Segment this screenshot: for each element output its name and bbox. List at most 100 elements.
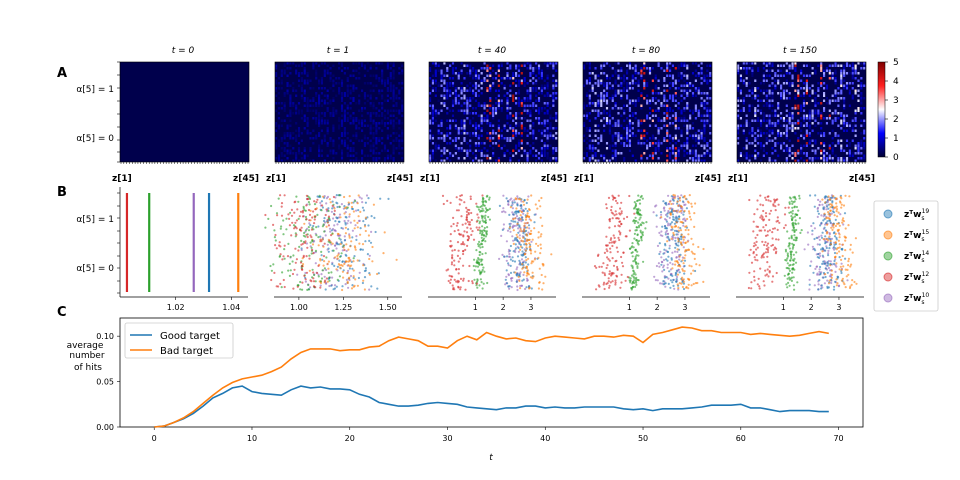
scatter-point-w19 bbox=[344, 221, 347, 224]
heatmap-cell bbox=[771, 62, 774, 65]
scatter-point-w10 bbox=[304, 271, 307, 275]
scatter-point-w12 bbox=[312, 280, 316, 283]
heatmap-cell bbox=[289, 119, 292, 122]
heatmap-cell bbox=[363, 134, 367, 137]
heatmap-cell bbox=[372, 102, 375, 105]
heatmap-cell bbox=[466, 149, 469, 152]
scatter-point-w12 bbox=[457, 268, 460, 271]
heatmap-cell bbox=[831, 74, 834, 77]
heatmap-cell bbox=[697, 112, 700, 115]
scatter-point-w12 bbox=[476, 228, 480, 231]
heatmap-cell bbox=[600, 67, 603, 70]
scatter-point-w12 bbox=[475, 220, 478, 223]
heatmap-cell bbox=[700, 132, 703, 135]
heatmap-cell bbox=[543, 112, 546, 115]
heatmap-cell bbox=[608, 129, 611, 132]
scatter-point-w15 bbox=[348, 195, 351, 198]
heatmap-cell bbox=[434, 79, 437, 82]
heatmap-cell bbox=[500, 77, 503, 80]
scatter-point-w14 bbox=[320, 277, 324, 280]
heatmap-cell bbox=[381, 119, 384, 122]
scatter-point-w19 bbox=[665, 258, 668, 261]
heatmap-cell bbox=[480, 122, 483, 125]
heatmap-cell bbox=[585, 94, 589, 97]
scatter-point-w12 bbox=[448, 274, 451, 277]
scatter-point-w14 bbox=[481, 229, 484, 232]
heatmap-cell bbox=[494, 89, 498, 92]
heatmap-cell bbox=[794, 149, 797, 152]
heatmap-cell bbox=[694, 107, 697, 110]
heatmap-cell bbox=[860, 102, 863, 105]
heatmap-cell bbox=[346, 77, 349, 80]
scatter-point-w10 bbox=[314, 262, 317, 265]
scatter-point-w12 bbox=[295, 258, 298, 261]
heatmap-cell bbox=[703, 79, 706, 82]
heatmap-cell bbox=[369, 94, 372, 97]
heatmap-cell bbox=[583, 107, 586, 110]
heatmap-cell bbox=[611, 74, 614, 77]
scatter-point-w19 bbox=[663, 248, 666, 251]
scatter-point-w15 bbox=[344, 232, 347, 235]
heatmap-cell bbox=[292, 82, 295, 85]
heatmap-cell bbox=[523, 149, 526, 152]
scatter-point-w19 bbox=[327, 247, 330, 250]
heatmap-cell bbox=[315, 77, 318, 80]
heatmap-cell bbox=[352, 84, 355, 87]
heatmap-cell bbox=[623, 142, 626, 145]
panel-label-b: B bbox=[57, 185, 67, 200]
heatmap-cell bbox=[808, 134, 811, 137]
heatmap-cell bbox=[318, 117, 321, 120]
scatter-point-w15 bbox=[352, 269, 355, 272]
heatmap-cell bbox=[597, 137, 600, 140]
heatmap-cell bbox=[739, 109, 743, 112]
scatter-point-w12 bbox=[291, 272, 295, 276]
scatter-point-w12 bbox=[305, 194, 308, 197]
heatmap-cell bbox=[543, 129, 546, 132]
scatter-point-w10 bbox=[325, 268, 328, 272]
heatmap-cell bbox=[332, 139, 335, 142]
scatter-point-w15 bbox=[357, 194, 360, 197]
heatmap-cell bbox=[398, 92, 401, 95]
scatter-point-w15 bbox=[353, 227, 356, 230]
heatmap-cell bbox=[780, 124, 783, 127]
heatmap-cell bbox=[440, 132, 443, 135]
heatmap-cell bbox=[300, 97, 303, 100]
heatmap-cell bbox=[323, 122, 326, 125]
heatmap-cell bbox=[637, 142, 640, 145]
heatmap-cell bbox=[440, 154, 443, 157]
scatter-point-w14 bbox=[323, 267, 326, 270]
heatmap-cell bbox=[529, 89, 532, 92]
scatter-point-w14 bbox=[342, 244, 345, 247]
heatmap-cell bbox=[434, 69, 437, 72]
heatmap-cell bbox=[691, 159, 695, 162]
heatmap-cell bbox=[651, 67, 654, 70]
scatter-point-w14 bbox=[317, 236, 320, 239]
heatmap-cell bbox=[283, 134, 286, 137]
heatmap-cell bbox=[765, 62, 768, 65]
heatmap-cell bbox=[697, 139, 700, 142]
heatmap-cell bbox=[346, 152, 349, 155]
heatmap-cell bbox=[825, 84, 829, 87]
heatmap-cell bbox=[863, 122, 866, 125]
scatter-point-w19 bbox=[355, 238, 358, 241]
heatmap-cell bbox=[292, 62, 295, 65]
heatmap-cell bbox=[358, 77, 361, 80]
heatmap-cell bbox=[395, 94, 398, 97]
heatmap-cell bbox=[663, 137, 666, 140]
heatmap-cell bbox=[306, 102, 309, 105]
heatmap-cell bbox=[860, 99, 863, 102]
scatter-point-w15 bbox=[303, 222, 306, 225]
heatmap-cell bbox=[318, 112, 321, 115]
heatmap-cell bbox=[762, 112, 765, 115]
heatmap-cell bbox=[552, 67, 555, 70]
heatmap-cell bbox=[474, 74, 478, 77]
heatmap-cell bbox=[788, 149, 791, 152]
heatmap-cell bbox=[494, 72, 498, 75]
heatmap-cell bbox=[312, 129, 315, 132]
heatmap-cell bbox=[745, 139, 748, 142]
scatter-point-w19 bbox=[516, 203, 519, 206]
scatter-point-w14 bbox=[309, 241, 312, 244]
heatmap-cell bbox=[737, 64, 740, 67]
heatmap-cell bbox=[648, 142, 652, 145]
heatmap-cell bbox=[503, 127, 506, 130]
